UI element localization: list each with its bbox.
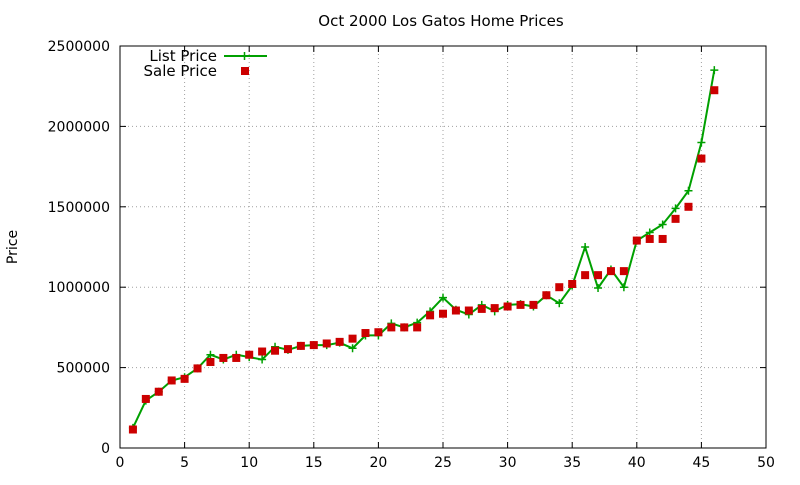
- legend: List Price Sale Price: [144, 47, 267, 80]
- sale-price-point: [568, 279, 577, 288]
- sale-price-point: [632, 236, 641, 245]
- sale-price-point: [374, 328, 383, 337]
- sale-price-point: [206, 357, 215, 366]
- sale-price-point: [271, 346, 280, 355]
- sale-price-point: [296, 341, 305, 350]
- sale-price-point: [503, 302, 512, 311]
- legend-label-list-price: List Price: [149, 47, 217, 65]
- sale-price-point: [348, 334, 357, 343]
- sale-price-point: [400, 323, 409, 332]
- x-tick-label: 25: [434, 455, 452, 471]
- y-axis-label: Price: [5, 230, 21, 264]
- x-tick-label: 10: [240, 455, 258, 471]
- sale-price-point: [529, 300, 538, 309]
- sale-price-point: [516, 300, 525, 309]
- list-price-point: [258, 355, 267, 364]
- x-tick-label: 20: [369, 455, 387, 471]
- sale-price-point: [477, 304, 486, 313]
- sale-price-point: [671, 214, 680, 223]
- sale-price-point: [697, 154, 706, 163]
- list-price-point: [619, 283, 628, 292]
- x-tick-label: 45: [692, 455, 710, 471]
- sale-price-point: [309, 341, 318, 350]
- list-price-point: [684, 186, 693, 195]
- sale-price-point: [594, 271, 603, 280]
- list-price-point: [555, 299, 564, 308]
- sale-price-point: [413, 323, 422, 332]
- list-price-point: [594, 284, 603, 293]
- sale-price-point: [232, 353, 241, 362]
- sale-price-point: [645, 234, 654, 243]
- legend-label-sale-price: Sale Price: [144, 62, 217, 80]
- sale-price-point: [606, 267, 615, 276]
- plot-frame: [119, 45, 767, 449]
- list-price-point: [697, 138, 706, 147]
- chart-title: Oct 2000 Los Gatos Home Prices: [318, 12, 564, 30]
- sale-price-point: [619, 267, 628, 276]
- list-price-point: [710, 66, 719, 75]
- sale-price-point: [128, 425, 137, 434]
- sale-price-point: [490, 304, 499, 313]
- sale-price-point: [387, 323, 396, 332]
- sale-price-point: [581, 271, 590, 280]
- sale-price-point: [451, 306, 460, 315]
- x-tick-label: 0: [116, 455, 125, 471]
- sale-price-point: [426, 311, 435, 320]
- sale-price-point: [154, 387, 163, 396]
- sale-price-point: [684, 202, 693, 211]
- sale-price-point: [710, 86, 719, 95]
- x-tick-label: 5: [180, 455, 189, 471]
- y-tick-label: 0: [101, 441, 110, 457]
- grid-lines: [120, 46, 766, 448]
- sale-price-point: [361, 329, 370, 338]
- list-price-line: [131, 69, 716, 429]
- sale-price-point: [658, 234, 667, 243]
- x-tick-label: 50: [757, 455, 775, 471]
- list-price-point: [581, 243, 590, 251]
- y-tick-label: 2000000: [48, 119, 110, 135]
- sale-price-point: [555, 283, 564, 292]
- sale-price-point: [180, 374, 189, 383]
- sale-price-point: [141, 394, 150, 403]
- sale-price-point: [245, 350, 254, 359]
- sale-price-point: [258, 347, 267, 356]
- y-tick-label: 1500000: [48, 200, 110, 216]
- sale-price-point: [439, 309, 447, 318]
- legend-marker-sale-price: [241, 67, 249, 75]
- x-tick-label: 30: [499, 455, 517, 471]
- sale-price-point: [322, 339, 331, 348]
- legend-marker-list-price: [240, 52, 249, 60]
- list-price-point: [206, 350, 215, 359]
- x-tick-label: 35: [563, 455, 581, 471]
- sale-price-point: [542, 291, 551, 300]
- y-tick-label: 500000: [57, 361, 110, 377]
- x-tick-label: 15: [305, 455, 323, 471]
- list-price-point: [671, 204, 680, 213]
- y-tick-label: 2500000: [48, 39, 110, 55]
- list-price-point: [439, 293, 447, 302]
- sale-price-point: [464, 306, 473, 315]
- sale-price-point: [193, 364, 202, 373]
- series-sale-price: [128, 86, 719, 434]
- x-tick-label: 40: [628, 455, 646, 471]
- sale-price-point: [167, 376, 176, 385]
- list-price-point: [348, 344, 357, 353]
- tick-labels: 0 5 10 15 20 25 30 35 40 45 50 0 500000 1000000 150000…: [48, 39, 775, 471]
- sale-price-point: [335, 337, 344, 346]
- list-price-point: [658, 220, 667, 229]
- y-tick-label: 1000000: [48, 280, 110, 296]
- sale-price-point: [283, 345, 292, 354]
- sale-price-point: [219, 353, 228, 362]
